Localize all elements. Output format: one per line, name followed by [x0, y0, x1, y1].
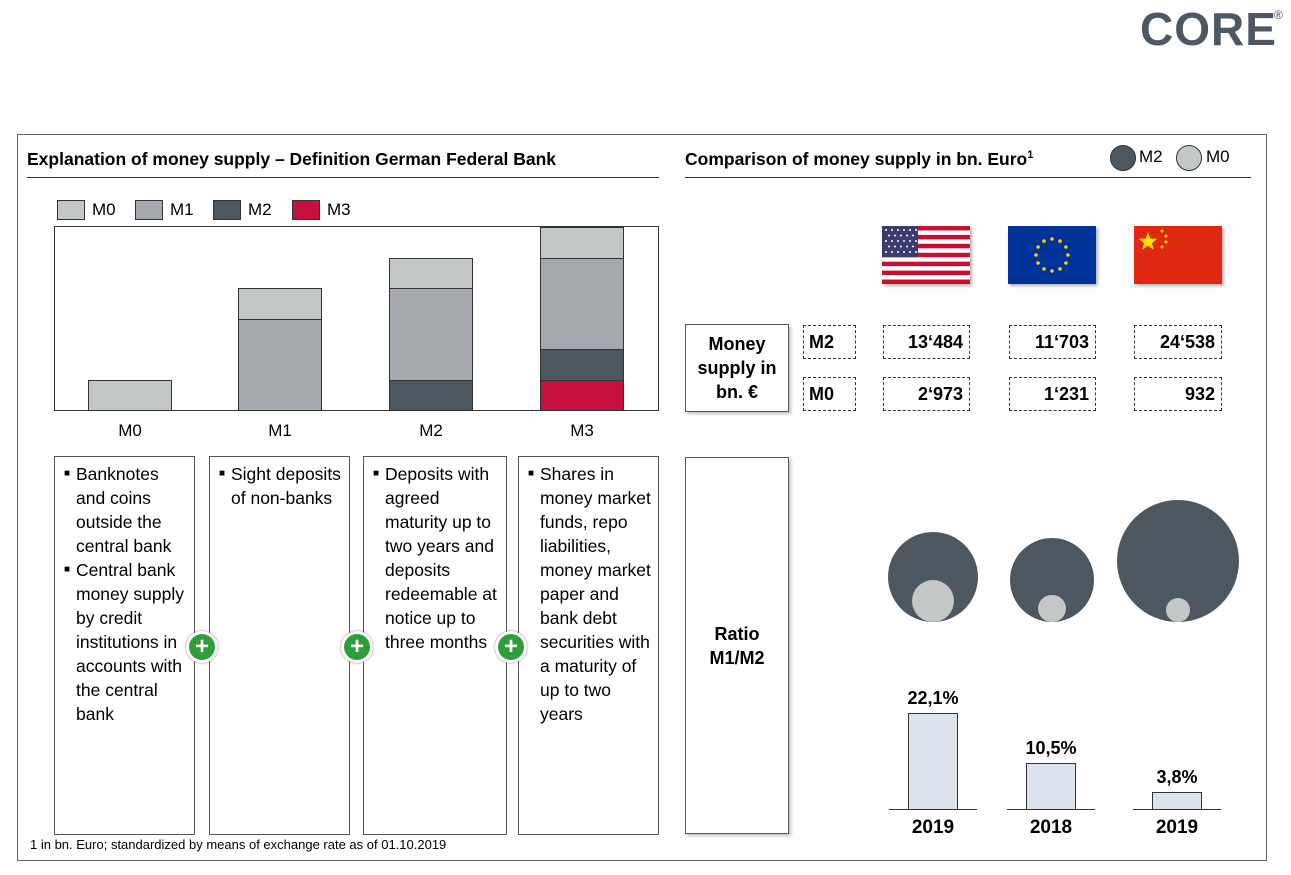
ratio-bar-us-flag — [908, 713, 958, 810]
left-title-rule — [27, 177, 659, 178]
core-logo: CORE — [1140, 3, 1277, 55]
bar-m1-segment-m1 — [238, 318, 322, 411]
definition-bullet: ■ Central bank money supply by credit ins… — [64, 558, 191, 726]
ratio-bar-eu-flag — [1026, 763, 1076, 810]
row-label-m0: M0 — [803, 377, 856, 411]
us-m0-value: 2‘973 — [883, 377, 970, 411]
bar-m0-segment-m0 — [88, 379, 172, 411]
us-flag-m0-circle — [911, 579, 955, 622]
definition-bullet: ■ Shares in money market funds, repo liab… — [528, 462, 655, 726]
right-title-rule — [685, 177, 1251, 178]
definition-bullet-text: Sight deposits of non-banks — [231, 464, 341, 508]
right-title-footnote-mark: 1 — [1027, 149, 1034, 162]
legend-m2-label: M2 — [1139, 147, 1163, 166]
bullet-icon: ■ — [528, 468, 535, 479]
bar-m2-segment-m0 — [389, 257, 473, 289]
row-label-m2: M2 — [803, 325, 856, 359]
bar-m3-segment-m1 — [540, 257, 624, 350]
definition-text-3: ■ Shares in money market funds, repo liab… — [528, 462, 655, 726]
content-frame — [17, 134, 1267, 861]
cn-flag-icon — [1134, 226, 1222, 284]
plus-icon-0: + — [186, 631, 218, 663]
ratio-year-eu-flag: 2018 — [1029, 817, 1073, 838]
bar-m2-segment-m2 — [389, 379, 473, 411]
eu-flag-icon — [1008, 226, 1096, 284]
legend-swatch-m2 — [213, 200, 241, 220]
eu-m0-value: 1‘231 — [1009, 377, 1096, 411]
bar-m2-segment-m1 — [389, 288, 473, 381]
legend-swatch-m0 — [57, 200, 85, 220]
category-label-m0: M0 — [118, 421, 142, 440]
legend-label-m0: M0 — [92, 200, 116, 219]
plus-symbol: + — [498, 634, 524, 660]
legend-label-m1: M1 — [170, 200, 194, 219]
legend-m0-circle — [1176, 145, 1202, 171]
us-flag-icon — [882, 226, 970, 284]
definition-bullet-text: Banknotes and coins outside the central … — [76, 464, 172, 556]
cn-m2-value: 24‘538 — [1134, 325, 1222, 359]
plus-symbol: + — [189, 634, 215, 660]
definition-bullet: ■ Banknotes and coins outside the central… — [64, 462, 191, 558]
legend-label-m3: M3 — [327, 200, 351, 219]
stacked-bar-chart — [54, 226, 659, 411]
definition-bullet: ■ Sight deposits of non-banks — [219, 462, 346, 510]
definition-text-0: ■ Banknotes and coins outside the central… — [64, 462, 191, 726]
legend-swatch-m3 — [292, 200, 320, 220]
right-title-text: Comparison of money supply in bn. Euro — [685, 149, 1028, 169]
registered-mark: ® — [1274, 8, 1283, 22]
ratio-value-cn-flag: 3,8% — [1156, 767, 1198, 788]
category-label-m2: M2 — [419, 421, 443, 440]
definition-bullet-text: Central bank money supply by credit inst… — [76, 560, 184, 724]
ratio-bar-cn-flag — [1152, 792, 1202, 810]
definition-bullet-text: Deposits with agreed maturity up to two … — [385, 464, 497, 652]
ratio-year-cn-flag: 2019 — [1155, 817, 1199, 838]
bullet-icon: ■ — [64, 564, 71, 575]
us-m2-value: 13‘484 — [883, 325, 970, 359]
eu-flag-m0-circle — [1038, 594, 1066, 622]
right-section-title: Comparison of money supply in bn. Euro1 — [685, 149, 1033, 170]
definition-box-2: ■ Deposits with agreed maturity up to two… — [363, 456, 507, 835]
category-label-m1: M1 — [268, 421, 292, 440]
ratio-label: Ratio M1/M2 — [685, 457, 789, 834]
bar-m1-segment-m0 — [238, 288, 322, 320]
eu-m2-value: 11‘703 — [1009, 325, 1096, 359]
bar-m3-segment-m3 — [540, 379, 624, 411]
bullet-icon: ■ — [373, 468, 380, 479]
plus-symbol: + — [344, 634, 370, 660]
ratio-year-us-flag: 2019 — [911, 817, 955, 838]
left-section-title: Explanation of money supply – Definition… — [27, 149, 556, 169]
money-supply-label: Money supply in bn. € — [685, 324, 789, 412]
category-label-m3: M3 — [570, 421, 594, 440]
legend-label-m2: M2 — [248, 200, 272, 219]
definition-bullet: ■ Deposits with agreed maturity up to two… — [373, 462, 503, 654]
definition-text-2: ■ Deposits with agreed maturity up to two… — [373, 462, 503, 654]
bar-m3-segment-m0 — [540, 227, 624, 259]
cn-m0-value: 932 — [1134, 377, 1222, 411]
definition-text-1: ■ Sight deposits of non-banks — [219, 462, 346, 510]
bullet-icon: ■ — [219, 468, 226, 479]
plus-icon-2: + — [495, 631, 527, 663]
definition-box-1: ■ Sight deposits of non-banks — [209, 456, 350, 835]
legend-m0-label: M0 — [1206, 147, 1230, 166]
cn-flag-m0-circle — [1166, 598, 1190, 622]
definition-box-3: ■ Shares in money market funds, repo liab… — [518, 456, 659, 835]
legend-m2-circle — [1110, 145, 1136, 171]
ratio-value-eu-flag: 10,5% — [1025, 738, 1077, 759]
bullet-icon: ■ — [64, 468, 71, 479]
definition-box-0: ■ Banknotes and coins outside the central… — [54, 456, 195, 835]
legend-swatch-m1 — [135, 200, 163, 220]
ratio-value-us-flag: 22,1% — [907, 688, 959, 708]
plus-icon-1: + — [341, 631, 373, 663]
definition-bullet-text: Shares in money market funds, repo liabi… — [540, 464, 651, 724]
bar-m3-segment-m2 — [540, 349, 624, 381]
footnote: 1 in bn. Euro; standardized by means of … — [30, 837, 447, 852]
